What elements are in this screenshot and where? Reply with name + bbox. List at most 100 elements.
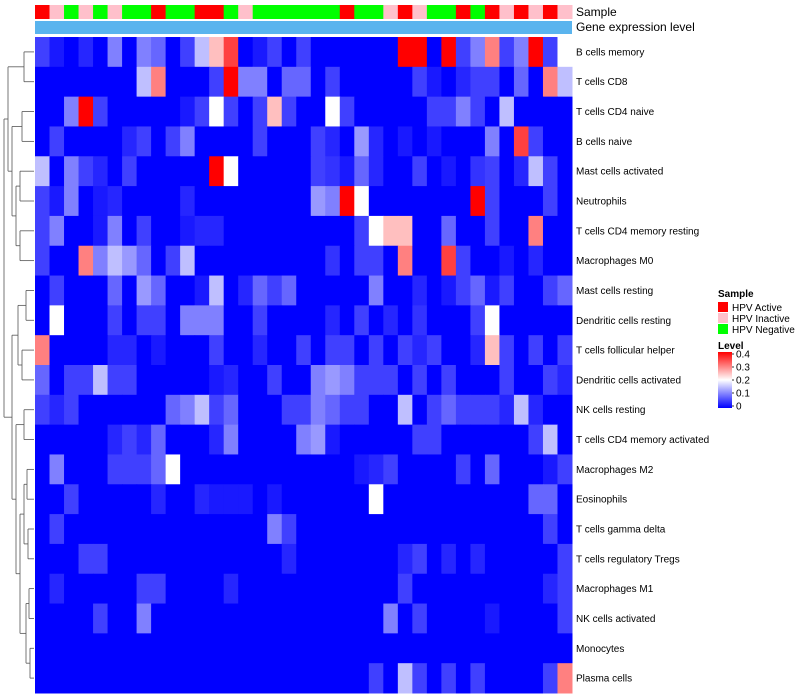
- heatmap-cell: [484, 484, 500, 515]
- heatmap-cell: [455, 66, 471, 98]
- heatmap-cell: [281, 275, 297, 306]
- heatmap-cell: [194, 543, 210, 575]
- heatmap-cell: [513, 245, 529, 277]
- heatmap-cell: [194, 365, 210, 396]
- heatmap-cell: [528, 335, 544, 366]
- heatmap-cell: [194, 633, 210, 664]
- heatmap-cell: [49, 424, 65, 455]
- heatmap-cell: [238, 603, 254, 634]
- heatmap-cell: [383, 394, 399, 426]
- heatmap-cell: [252, 126, 268, 157]
- heatmap-cell: [281, 156, 297, 187]
- heatmap-cell: [151, 37, 167, 68]
- heatmap-cell: [165, 633, 181, 664]
- heatmap-cell: [180, 305, 196, 336]
- heatmap-cell: [296, 663, 312, 694]
- row-label: Dendritic cells activated: [576, 375, 681, 386]
- heatmap-cell: [339, 335, 355, 366]
- gene-expression-bar: [35, 21, 572, 34]
- heatmap-cell: [310, 186, 326, 217]
- heatmap-cell: [93, 484, 109, 515]
- heatmap-cell: [281, 37, 297, 68]
- heatmap-cell: [151, 215, 167, 247]
- heatmap-cell: [238, 126, 254, 157]
- heatmap-cell: [354, 484, 370, 515]
- heatmap-cell: [513, 484, 529, 515]
- heatmap-cell: [151, 245, 167, 277]
- heatmap-cell: [383, 633, 399, 664]
- heatmap-cell: [542, 96, 558, 127]
- heatmap-cell: [339, 663, 355, 694]
- heatmap-cell: [470, 156, 486, 187]
- heatmap-cell: [441, 663, 457, 694]
- heatmap-cell: [35, 663, 51, 694]
- heatmap-cell: [209, 663, 225, 694]
- heatmap-cell: [528, 514, 544, 545]
- heatmap-cell: [470, 543, 486, 575]
- heatmap-cell: [223, 66, 239, 98]
- heatmap-cell: [310, 454, 326, 485]
- heatmap-cell: [223, 424, 239, 455]
- heatmap-cell: [528, 365, 544, 396]
- heatmap-cell: [513, 663, 529, 694]
- heatmap-cell: [557, 365, 573, 396]
- row-dendrogram: [3, 51, 34, 679]
- heatmap-cell: [499, 543, 515, 575]
- heatmap-cell: [49, 394, 65, 426]
- heatmap-cell: [397, 245, 413, 277]
- heatmap-cell: [281, 663, 297, 694]
- heatmap-cell: [122, 633, 138, 664]
- heatmap-cell: [35, 37, 51, 68]
- sample-annotation-cell: [441, 5, 457, 19]
- sample-annotation-cell: [296, 5, 312, 19]
- heatmap-cell: [513, 573, 529, 605]
- heatmap-cell: [252, 394, 268, 426]
- heatmap-cell: [122, 663, 138, 694]
- heatmap-cell: [412, 633, 428, 664]
- heatmap-cell: [557, 543, 573, 575]
- heatmap-cell: [223, 543, 239, 575]
- row-label: T cells CD4 naive: [576, 107, 655, 118]
- heatmap-cell: [383, 96, 399, 127]
- heatmap-cell: [165, 484, 181, 515]
- heatmap-cell: [180, 484, 196, 515]
- heatmap-cell: [136, 633, 152, 664]
- heatmap-cell: [542, 394, 558, 426]
- heatmap-cell: [151, 394, 167, 426]
- heatmap-cell: [238, 186, 254, 217]
- heatmap-cell: [136, 603, 152, 634]
- heatmap-cell: [383, 275, 399, 306]
- heatmap-cell: [49, 215, 65, 247]
- heatmap-cell: [499, 37, 515, 68]
- heatmap-cell: [499, 156, 515, 187]
- heatmap-cell: [542, 335, 558, 366]
- heatmap-cell: [194, 215, 210, 247]
- heatmap-cell: [64, 215, 80, 247]
- row-label: T cells CD4 memory resting: [576, 226, 699, 237]
- heatmap-cell: [223, 37, 239, 68]
- heatmap-cell: [223, 186, 239, 217]
- heatmap-cell: [136, 394, 152, 426]
- heatmap-cell: [151, 573, 167, 605]
- heatmap-cell: [209, 156, 225, 187]
- heatmap-cell: [267, 365, 283, 396]
- heatmap-cell: [64, 543, 80, 575]
- sample-annotation-cell: [368, 5, 384, 19]
- heatmap-cell: [339, 484, 355, 515]
- heatmap-cell: [426, 126, 442, 157]
- heatmap-cell: [499, 275, 515, 306]
- heatmap-cell: [397, 663, 413, 694]
- heatmap-cell: [484, 335, 500, 366]
- heatmap-cell: [281, 484, 297, 515]
- heatmap-cell: [470, 663, 486, 694]
- heatmap-cell: [325, 37, 341, 68]
- heatmap-cell: [383, 663, 399, 694]
- heatmap-cell: [267, 37, 283, 68]
- heatmap-cell: [267, 543, 283, 575]
- heatmap-cell: [136, 186, 152, 217]
- heatmap-cell: [499, 96, 515, 127]
- heatmap-cell: [64, 335, 80, 366]
- heatmap-cell: [136, 514, 152, 545]
- heatmap-cell: [426, 156, 442, 187]
- heatmap-cell: [470, 186, 486, 217]
